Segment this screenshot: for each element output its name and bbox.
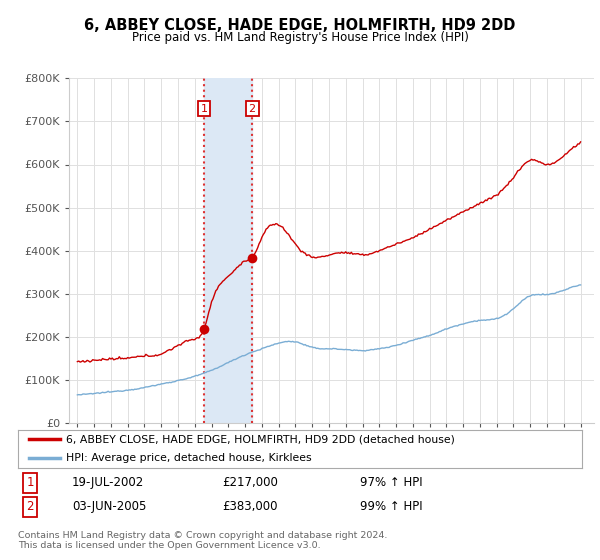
Text: 6, ABBEY CLOSE, HADE EDGE, HOLMFIRTH, HD9 2DD (detached house): 6, ABBEY CLOSE, HADE EDGE, HOLMFIRTH, HD… bbox=[66, 434, 455, 444]
Text: 19-JUL-2002: 19-JUL-2002 bbox=[72, 476, 144, 489]
Bar bbox=[204, 78, 252, 423]
Text: £217,000: £217,000 bbox=[222, 476, 278, 489]
Text: 03-JUN-2005: 03-JUN-2005 bbox=[72, 500, 146, 514]
Text: 1: 1 bbox=[200, 104, 208, 114]
Text: 1: 1 bbox=[26, 476, 34, 489]
Text: Contains HM Land Registry data © Crown copyright and database right 2024.
This d: Contains HM Land Registry data © Crown c… bbox=[18, 531, 388, 550]
Text: 2: 2 bbox=[26, 500, 34, 514]
Text: 2: 2 bbox=[248, 104, 256, 114]
Text: 97% ↑ HPI: 97% ↑ HPI bbox=[360, 476, 422, 489]
Text: 6, ABBEY CLOSE, HADE EDGE, HOLMFIRTH, HD9 2DD: 6, ABBEY CLOSE, HADE EDGE, HOLMFIRTH, HD… bbox=[85, 18, 515, 33]
Text: £383,000: £383,000 bbox=[222, 500, 277, 514]
Text: 99% ↑ HPI: 99% ↑ HPI bbox=[360, 500, 422, 514]
Text: Price paid vs. HM Land Registry's House Price Index (HPI): Price paid vs. HM Land Registry's House … bbox=[131, 31, 469, 44]
Text: HPI: Average price, detached house, Kirklees: HPI: Average price, detached house, Kirk… bbox=[66, 453, 311, 463]
